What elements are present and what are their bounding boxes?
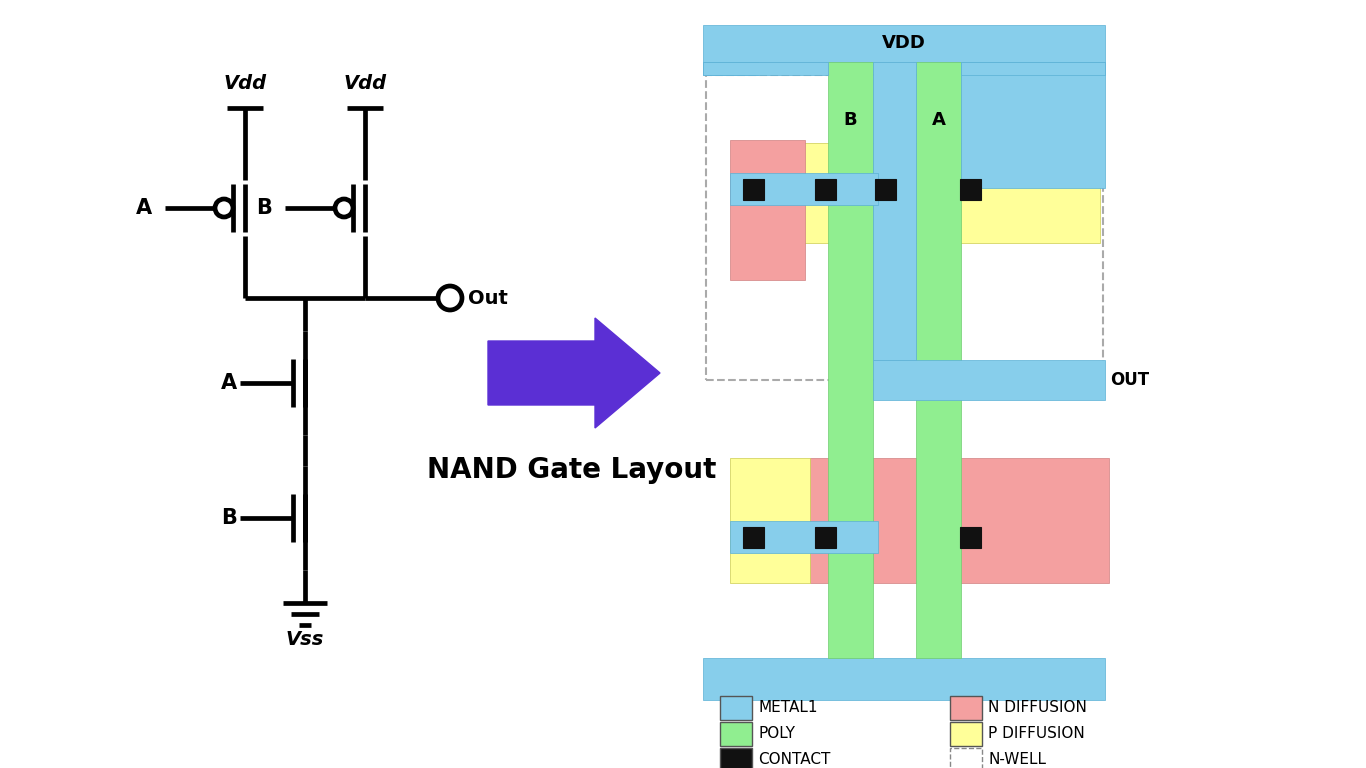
Text: VDD: VDD (882, 35, 926, 52)
Text: Out: Out (469, 289, 508, 307)
Bar (729, 521, 878, 553)
Text: B: B (221, 508, 236, 528)
Text: A: A (135, 198, 152, 218)
Bar (720, 748, 753, 768)
Bar (960, 527, 981, 548)
Text: POLY: POLY (758, 727, 795, 741)
Bar (729, 458, 810, 583)
Bar (962, 62, 1105, 75)
Text: OUT: OUT (1111, 371, 1149, 389)
Text: B: B (257, 198, 272, 218)
Bar (703, 62, 758, 75)
Text: Vss: Vss (285, 630, 324, 649)
Text: METAL1: METAL1 (758, 700, 817, 716)
Bar (706, 75, 1102, 380)
Bar (876, 179, 896, 200)
Bar (949, 696, 982, 720)
Bar (949, 748, 982, 768)
Text: A: A (932, 111, 945, 129)
Bar (873, 360, 1105, 400)
Text: Vdd: Vdd (343, 74, 387, 93)
Bar (828, 62, 873, 658)
Polygon shape (488, 318, 660, 428)
Bar (750, 143, 850, 243)
Bar (720, 722, 753, 746)
Bar (720, 696, 753, 720)
Bar (949, 722, 982, 746)
Text: N-WELL: N-WELL (988, 753, 1046, 767)
Bar (938, 143, 1100, 243)
Text: N DIFFUSION: N DIFFUSION (988, 700, 1087, 716)
Bar (703, 25, 1105, 62)
Bar (729, 140, 805, 280)
Bar (873, 62, 917, 360)
Text: P DIFFUSION: P DIFFUSION (988, 727, 1085, 741)
Bar (816, 527, 836, 548)
Text: A: A (221, 373, 236, 393)
Bar (743, 527, 764, 548)
Text: B: B (844, 111, 858, 129)
Bar (962, 62, 1105, 188)
Bar (810, 458, 1109, 583)
Text: NAND Gate Layout: NAND Gate Layout (428, 456, 717, 484)
Text: Vdd: Vdd (224, 74, 266, 93)
Bar (703, 62, 828, 75)
Bar (917, 62, 962, 658)
Bar (729, 173, 878, 205)
Bar (850, 143, 938, 243)
Bar (816, 179, 836, 200)
Text: CONTACT: CONTACT (758, 753, 831, 767)
Bar (743, 179, 764, 200)
Bar (703, 658, 1105, 700)
Bar (960, 179, 981, 200)
